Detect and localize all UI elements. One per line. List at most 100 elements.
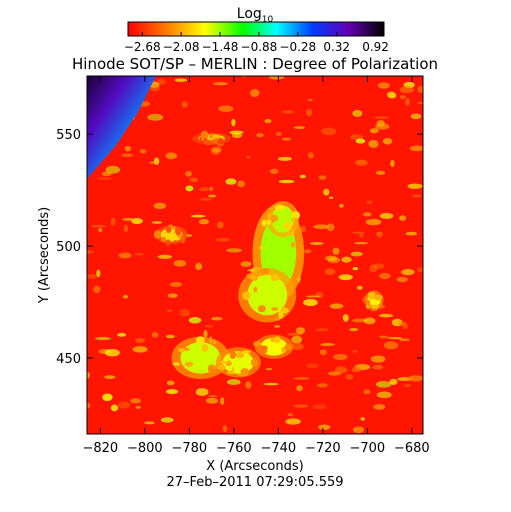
mottle-patch <box>203 330 208 338</box>
mottle-patch <box>122 218 136 221</box>
mottle-patch <box>370 129 378 134</box>
feature-speck <box>235 351 245 359</box>
feature-speck <box>370 304 380 309</box>
feature-speck <box>180 235 186 244</box>
feature-speck <box>212 339 217 345</box>
mottle-patch <box>225 178 237 185</box>
mottle-patch <box>299 225 307 233</box>
mottle-patch <box>417 101 423 104</box>
x-tick-label: −740 <box>261 441 297 456</box>
mottle-patch <box>341 256 352 263</box>
feature-speck <box>260 267 270 275</box>
mottle-patch <box>151 221 163 224</box>
mottle-patch <box>276 131 282 136</box>
x-axis-label: X (Arcseconds) <box>206 459 303 474</box>
feature-speck <box>201 343 209 352</box>
mottle-patch <box>122 294 129 299</box>
feature-speck <box>259 345 268 352</box>
mottle-patch <box>87 273 97 279</box>
colorbar-title-sub: 10 <box>262 15 274 25</box>
mottle-patch <box>401 269 415 276</box>
off-limb-region <box>87 76 156 179</box>
mottle-patch <box>153 157 160 166</box>
feature-speck <box>257 305 266 313</box>
mottle-patch <box>397 321 407 326</box>
feature-speck <box>160 236 166 242</box>
mottle-patch <box>333 353 348 360</box>
mottle-patch <box>363 389 371 395</box>
mottle-patch <box>144 421 155 425</box>
mottle-patch <box>410 113 422 120</box>
mottle-patch <box>220 397 225 406</box>
feature-speck <box>270 274 280 282</box>
mottle-patch <box>167 293 178 298</box>
mottle-patch <box>318 175 327 180</box>
mottle-patch <box>87 371 90 379</box>
feature-speck <box>274 204 284 211</box>
mottle-patch <box>166 309 173 312</box>
mottle-patch <box>306 363 319 368</box>
mottle-patch <box>282 110 294 114</box>
feature-speck <box>266 219 272 226</box>
mottle-patch <box>110 217 116 226</box>
mottle-patch <box>399 95 406 100</box>
mottle-patch <box>179 309 191 317</box>
mottle-patch <box>185 171 192 177</box>
feature-core <box>260 337 288 356</box>
y-tick-label: 450 <box>56 352 81 367</box>
mottle-patch <box>287 412 294 417</box>
x-tick-label: −780 <box>171 441 207 456</box>
mottle-patch <box>382 137 393 145</box>
feature-speck <box>261 219 267 227</box>
feature-speck <box>253 341 262 347</box>
mottle-patch <box>209 186 214 192</box>
mottle-patch <box>149 83 160 92</box>
feature-speck <box>229 350 237 360</box>
feature-speck <box>174 226 182 236</box>
mottle-patch <box>132 346 148 353</box>
mottle-patch <box>332 247 340 255</box>
y-tick-label: 550 <box>56 128 81 143</box>
feature-speck <box>177 348 186 353</box>
mottle-patch <box>269 76 285 80</box>
mottle-patch <box>403 384 411 388</box>
date-label: 27–Feb–2011 07:29:05.559 <box>166 475 343 490</box>
y-tick-label: 500 <box>56 240 81 255</box>
mottle-patch <box>349 328 359 332</box>
mottle-patch <box>226 379 241 386</box>
mottle-patch <box>121 153 134 158</box>
mottle-patch <box>199 187 210 192</box>
mottle-patch <box>102 393 113 402</box>
mottle-patch <box>91 224 107 228</box>
mottle-patch <box>334 366 348 374</box>
mottle-patch <box>263 382 279 386</box>
mottle-patch <box>370 355 386 363</box>
mottle-patch <box>293 404 309 408</box>
mottle-patch <box>124 145 132 152</box>
mottle-patch <box>307 98 313 102</box>
mottle-patch <box>148 161 159 164</box>
mottle-patch <box>338 274 353 281</box>
mottle-patch <box>352 426 365 434</box>
mottle-patch <box>173 260 187 267</box>
mottle-patch <box>245 381 252 389</box>
feature-speck <box>287 231 295 236</box>
mottle-patch <box>211 148 221 156</box>
mottle-patch <box>299 174 306 179</box>
feature-speck <box>153 230 162 239</box>
mottle-patch <box>379 272 391 280</box>
feature-speck <box>270 207 275 211</box>
mottle-patch <box>93 285 101 294</box>
mottle-patch <box>104 375 116 380</box>
mottle-patch <box>352 318 368 323</box>
mottle-patch <box>363 317 376 325</box>
mottle-patch <box>189 177 198 183</box>
mottle-patch <box>373 263 385 270</box>
mottle-patch <box>326 223 335 232</box>
mottle-patch <box>269 168 279 175</box>
mottle-patch <box>304 249 312 254</box>
mottle-patch <box>147 113 164 121</box>
feature-speck <box>366 299 371 306</box>
mottle-patch <box>399 215 407 221</box>
mottle-patch <box>309 242 324 245</box>
